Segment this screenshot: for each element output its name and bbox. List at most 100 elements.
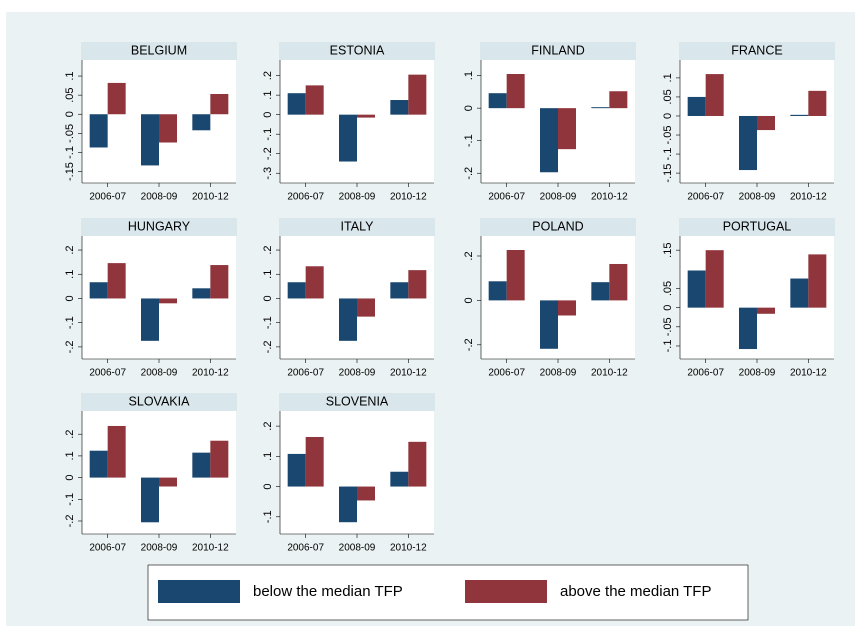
bar — [305, 85, 324, 115]
bar — [591, 107, 610, 109]
panel-title: FRANCE — [731, 43, 782, 57]
bar — [107, 425, 126, 478]
y-tick-label: -.1 — [662, 148, 674, 161]
y-tick-label: -.2 — [262, 147, 274, 160]
bar — [390, 471, 409, 487]
bar — [339, 298, 357, 341]
panel-header — [81, 393, 237, 411]
x-tick-label: 2010-12 — [591, 192, 628, 203]
y-tick-label: .1 — [262, 91, 274, 100]
bar — [705, 74, 724, 116]
panel-title: SLOVAKIA — [129, 394, 191, 408]
x-tick-label: 2006-07 — [687, 192, 724, 203]
y-tick-label: -.2 — [262, 340, 274, 353]
y-tick-label: 0 — [262, 112, 274, 118]
bar — [687, 270, 706, 308]
y-tick-label: .2 — [64, 430, 76, 439]
x-tick-label: 2008-09 — [141, 192, 178, 203]
x-tick-label: 2006-07 — [287, 543, 324, 554]
x-tick-label: 2006-07 — [287, 368, 324, 379]
bar — [408, 74, 427, 115]
bar — [506, 73, 525, 109]
y-tick-label: -.1 — [64, 316, 76, 329]
y-tick-label: .1 — [463, 71, 475, 80]
y-tick-label: .1 — [64, 71, 76, 80]
x-tick-label: 2006-07 — [488, 192, 525, 203]
y-tick-label: .1 — [662, 73, 674, 82]
bar — [687, 96, 706, 116]
y-tick-label: .05 — [662, 281, 674, 296]
x-tick-label: 2008-09 — [339, 368, 376, 379]
y-tick-label: -.1 — [463, 134, 475, 147]
bar — [192, 452, 211, 478]
y-tick-label: -.1 — [64, 493, 76, 506]
bar — [141, 477, 159, 523]
y-tick-label: .2 — [463, 251, 475, 260]
bar — [591, 282, 610, 301]
x-tick-label: 2008-09 — [339, 192, 376, 203]
x-tick-label: 2006-07 — [488, 368, 525, 379]
bar — [609, 91, 628, 109]
bar — [408, 270, 427, 299]
y-tick-label: -.1 — [262, 128, 274, 141]
bar — [159, 477, 177, 487]
x-tick-label: 2010-12 — [192, 368, 229, 379]
bar — [287, 282, 306, 299]
bar — [339, 486, 357, 523]
panel-header — [279, 42, 435, 60]
y-tick-label: 0 — [662, 113, 674, 119]
bar — [408, 441, 427, 487]
bar — [159, 298, 177, 304]
y-tick-label: -.15 — [662, 164, 674, 183]
bar — [89, 450, 108, 478]
x-tick-label: 2006-07 — [89, 543, 126, 554]
bar — [739, 115, 757, 171]
y-tick-label: -.2 — [463, 167, 475, 180]
bar — [305, 266, 324, 299]
y-tick-label: -.15 — [64, 162, 76, 181]
y-tick-label: .2 — [64, 245, 76, 254]
y-tick-label: .1 — [64, 451, 76, 460]
legend-swatch — [465, 580, 547, 603]
y-tick-label: -.1 — [262, 316, 274, 329]
y-tick-label: 0 — [262, 295, 274, 301]
bar — [757, 115, 775, 131]
bar — [357, 114, 375, 118]
panel-header — [679, 218, 835, 236]
y-tick-label: -.1 — [64, 146, 76, 159]
y-tick-label: .2 — [262, 422, 274, 431]
x-tick-label: 2006-07 — [89, 192, 126, 203]
panel-header — [81, 218, 237, 236]
y-tick-label: -.3 — [262, 167, 274, 180]
bar — [609, 263, 628, 301]
y-tick-label: .1 — [262, 452, 274, 461]
x-tick-label: 2010-12 — [790, 192, 827, 203]
y-tick-label: 0 — [64, 475, 76, 481]
legend-label: below the median TFP — [253, 583, 403, 600]
bar — [357, 486, 375, 501]
bar — [192, 114, 211, 131]
legend-swatch — [158, 580, 240, 603]
x-tick-label: 2010-12 — [390, 192, 427, 203]
y-tick-label: -.1 — [662, 340, 674, 353]
bar — [159, 114, 177, 143]
x-tick-label: 2008-09 — [739, 368, 776, 379]
panel-title: POLAND — [532, 219, 583, 233]
bar — [790, 278, 809, 308]
bar — [808, 254, 827, 308]
x-tick-label: 2008-09 — [540, 368, 577, 379]
bar — [192, 288, 211, 299]
y-tick-label: -.05 — [662, 317, 674, 336]
panel-header — [480, 218, 636, 236]
bar — [357, 298, 375, 317]
x-tick-label: 2006-07 — [687, 368, 724, 379]
y-tick-label: .05 — [662, 89, 674, 104]
bar — [210, 93, 229, 115]
bar — [488, 281, 507, 301]
y-tick-label: .2 — [262, 245, 274, 254]
bar — [705, 250, 724, 308]
bar — [540, 108, 558, 173]
x-tick-label: 2008-09 — [739, 192, 776, 203]
bar — [287, 93, 306, 115]
